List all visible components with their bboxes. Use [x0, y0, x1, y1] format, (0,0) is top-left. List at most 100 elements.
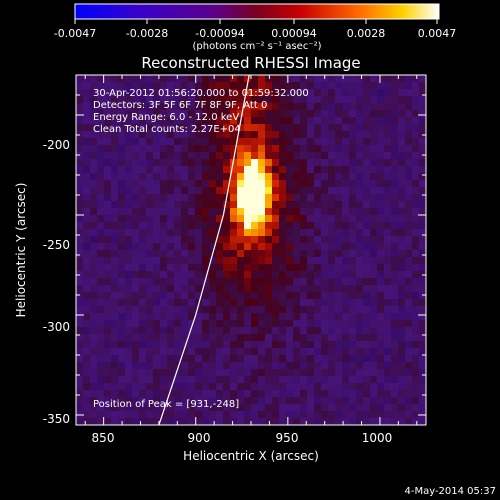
heatmap-cell — [139, 362, 147, 370]
heatmap-cell — [209, 222, 217, 230]
heatmap-cell — [419, 334, 426, 342]
heatmap-cell — [293, 285, 301, 293]
heatmap-cell — [321, 236, 329, 244]
heatmap-cell — [398, 208, 406, 216]
heatmap-cell — [230, 355, 238, 363]
heatmap-cell — [342, 376, 350, 384]
heatmap-cell — [174, 117, 182, 125]
heatmap-cell — [314, 243, 322, 251]
heatmap-cell — [146, 166, 154, 174]
heatmap-cell — [83, 82, 91, 90]
heatmap-cell — [195, 334, 203, 342]
heatmap-cell — [125, 313, 133, 321]
heatmap-cell — [104, 397, 112, 405]
heatmap-cell — [258, 229, 266, 237]
heatmap-cell — [160, 418, 168, 425]
heatmap-cell — [258, 89, 266, 97]
heatmap-cell — [405, 404, 413, 412]
heatmap-cell — [251, 376, 259, 384]
heatmap-cell — [293, 110, 301, 118]
heatmap-cell — [125, 124, 133, 132]
heatmap-cell — [265, 341, 273, 349]
heatmap-cell — [363, 82, 371, 90]
heatmap-cell — [209, 285, 217, 293]
timestamp: 4-May-2014 05:37 — [404, 486, 496, 497]
heatmap-cell — [307, 236, 315, 244]
heatmap-cell — [132, 264, 140, 272]
heatmap-cell — [230, 138, 238, 146]
heatmap-cell — [167, 411, 175, 419]
heatmap-cell — [391, 285, 399, 293]
heatmap-cell — [132, 299, 140, 307]
heatmap-cell — [174, 138, 182, 146]
heatmap-cell — [328, 250, 336, 258]
heatmap-cell — [230, 173, 238, 181]
heatmap-cell — [265, 292, 273, 300]
heatmap-cell — [314, 208, 322, 216]
heatmap-cell — [342, 166, 350, 174]
heatmap-cell — [174, 124, 182, 132]
heatmap-cell — [356, 138, 364, 146]
heatmap-cell — [90, 271, 98, 279]
heatmap-cell — [139, 236, 147, 244]
heatmap-cell — [146, 117, 154, 125]
heatmap-cell — [391, 390, 399, 398]
heatmap-cell — [181, 299, 189, 307]
heatmap-cell — [335, 243, 343, 251]
heatmap-cell — [244, 138, 252, 146]
heatmap-cell — [125, 355, 133, 363]
heatmap-cell — [300, 166, 308, 174]
heatmap-cell — [349, 236, 357, 244]
heatmap-cell — [139, 110, 147, 118]
heatmap-cell — [370, 201, 378, 209]
heatmap-cell — [384, 243, 392, 251]
heatmap-cell — [209, 327, 217, 335]
heatmap-cell — [258, 376, 266, 384]
heatmap-cell — [202, 159, 210, 167]
heatmap-cell — [167, 159, 175, 167]
heatmap-cell — [139, 187, 147, 195]
heatmap-cell — [76, 369, 84, 377]
heatmap-cell — [195, 152, 203, 160]
heatmap-cell — [412, 320, 420, 328]
heatmap-cell — [76, 404, 84, 412]
heatmap-cell — [279, 334, 287, 342]
heatmap-cell — [272, 215, 280, 223]
heatmap-cell — [293, 264, 301, 272]
heatmap-cell — [307, 117, 315, 125]
heatmap-cell — [265, 376, 273, 384]
heatmap-cell — [342, 208, 350, 216]
heatmap-cell — [90, 313, 98, 321]
heatmap-cell — [125, 271, 133, 279]
heatmap-cell — [377, 103, 385, 111]
heatmap-cell — [223, 313, 231, 321]
heatmap-cell — [342, 285, 350, 293]
heatmap-cell — [342, 383, 350, 391]
heatmap-cell — [286, 75, 294, 83]
heatmap-cell — [90, 208, 98, 216]
heatmap-cell — [370, 320, 378, 328]
heatmap-cell — [293, 278, 301, 286]
heatmap-cell — [342, 257, 350, 265]
heatmap-cell — [181, 376, 189, 384]
heatmap-cell — [419, 103, 426, 111]
heatmap-cell — [76, 194, 84, 202]
x-axis-label: Heliocentric X (arcsec) — [183, 449, 319, 463]
heatmap-cell — [272, 75, 280, 83]
heatmap-cell — [230, 299, 238, 307]
heatmap-cell — [265, 173, 273, 181]
heatmap-cell — [76, 103, 84, 111]
heatmap-cell — [405, 355, 413, 363]
heatmap-cell — [412, 355, 420, 363]
heatmap-cell — [356, 75, 364, 83]
heatmap-cell — [265, 131, 273, 139]
heatmap-cell — [293, 187, 301, 195]
heatmap-cell — [139, 355, 147, 363]
heatmap-cell — [188, 117, 196, 125]
heatmap-cell — [118, 236, 126, 244]
heatmap-cell — [83, 348, 91, 356]
heatmap-cell — [321, 299, 329, 307]
heatmap-cell — [153, 362, 161, 370]
heatmap-cell — [405, 187, 413, 195]
heatmap-cell — [412, 313, 420, 321]
